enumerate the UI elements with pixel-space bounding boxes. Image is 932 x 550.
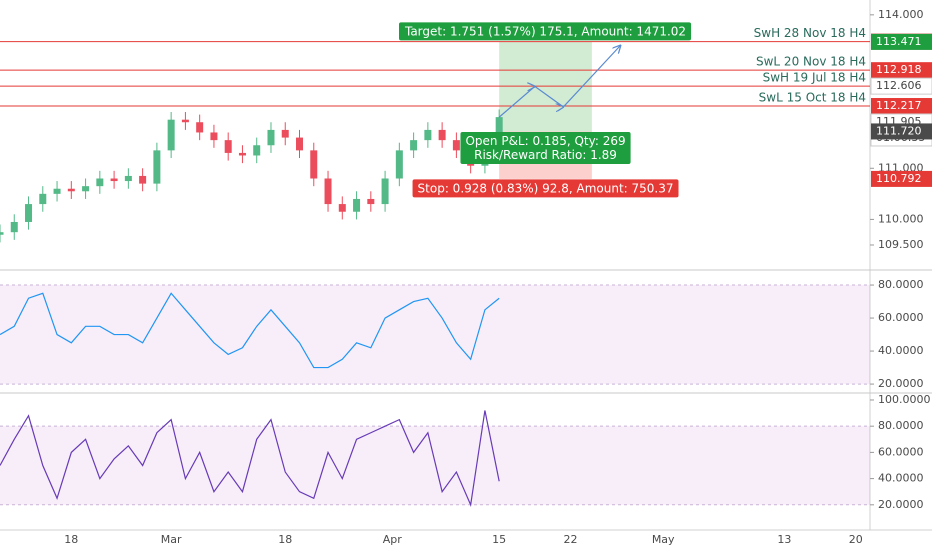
y-tick-label: 40.0000 [878, 344, 924, 357]
x-tick-label: 22 [563, 533, 577, 546]
x-tick-label: Apr [383, 533, 403, 546]
price-badge [871, 62, 932, 79]
candle-body [167, 119, 175, 151]
stop-text: Stop: 0.928 (0.83%) 92.8, Amount: 750.37 [418, 181, 674, 195]
label-background [412, 179, 679, 198]
pnl-text: Open P&L: 0.185, Qty: 269 [465, 134, 625, 148]
y-tick-label: 20.0000 [878, 498, 924, 511]
projection-path [498, 46, 620, 118]
candle-body [210, 132, 218, 141]
candle-body [338, 204, 346, 212]
price-label: 113.471 [876, 35, 922, 48]
price-badge [871, 98, 932, 115]
price-badge [871, 33, 932, 50]
candle-body [495, 117, 503, 143]
level-label: SwH 28 Nov 18 H4 [754, 26, 866, 40]
price-label: 112.606 [876, 79, 922, 92]
candle-body [153, 150, 161, 184]
risk-reward-text: Risk/Reward Ratio: 1.89 [474, 148, 617, 162]
candle-body [238, 152, 246, 156]
y-tick-label: 60.0000 [878, 445, 924, 458]
target-text: Target: 1.751 (1.57%) 175.1, Amount: 147… [404, 24, 686, 38]
candle-body [296, 137, 304, 151]
indicator-line [0, 292, 500, 369]
candle-body [181, 119, 189, 123]
candle-body [139, 175, 147, 184]
candle-body [224, 140, 232, 153]
x-tick-label: 18 [64, 533, 78, 546]
band [0, 426, 870, 505]
candle-body [10, 221, 18, 233]
x-tick-label: 13 [777, 533, 791, 546]
y-tick-label: 40.0000 [878, 472, 924, 485]
x-tick-label: Mar [161, 533, 182, 546]
level-label: SwL 15 Oct 18 H4 [759, 91, 866, 105]
candle-body [25, 204, 33, 222]
candle-body [381, 178, 389, 205]
y-tick-label: 100.0000 [878, 393, 931, 406]
price-badge [871, 170, 932, 187]
y-tick-label: 80.0000 [878, 419, 924, 432]
candle-body [253, 145, 261, 156]
candle-body [452, 140, 460, 151]
candle-body [267, 129, 275, 146]
y-tick-label: 114.000 [878, 8, 924, 21]
candle-body [310, 150, 318, 179]
candle-body [82, 186, 90, 192]
candle-body [67, 188, 75, 192]
y-tick-label: 80.0000 [878, 278, 924, 291]
y-tick-label: 110.000 [878, 212, 924, 225]
indicator-line [0, 410, 500, 507]
candle-body [39, 193, 47, 205]
price-label: 112.918 [876, 63, 922, 76]
x-tick-label: 15 [492, 533, 506, 546]
candle-body [410, 140, 418, 151]
candle-body [110, 178, 118, 182]
y-tick-label: 20.0000 [878, 377, 924, 390]
band [0, 285, 870, 385]
candle-body [53, 188, 61, 194]
price-badge [870, 77, 932, 95]
price-label: 110.792 [876, 172, 922, 185]
price-badge [871, 123, 932, 140]
candle-body [324, 178, 332, 205]
candle-body [395, 150, 403, 179]
candle-body [281, 129, 289, 138]
candle-body [124, 175, 132, 182]
label-background [460, 131, 631, 164]
candle-body [96, 178, 104, 187]
candle-body [196, 122, 204, 133]
y-tick-label: 60.0000 [878, 311, 924, 324]
x-tick-label: 18 [278, 533, 292, 546]
level-label: SwL 20 Nov 18 H4 [756, 55, 866, 69]
candle-body [438, 129, 446, 141]
label-background [398, 22, 692, 41]
x-tick-label: 20 [849, 533, 863, 546]
price-label: 111.720 [876, 124, 922, 137]
level-label: SwH 19 Jul 18 H4 [763, 71, 866, 85]
candle-body [424, 129, 432, 141]
candle-body [0, 232, 4, 235]
candle-body [367, 198, 375, 205]
y-tick-label: 109.500 [878, 238, 924, 251]
x-tick-label: May [652, 533, 675, 546]
price-label: 112.217 [876, 99, 922, 112]
target-zone [499, 41, 592, 132]
candle-body [353, 198, 361, 212]
